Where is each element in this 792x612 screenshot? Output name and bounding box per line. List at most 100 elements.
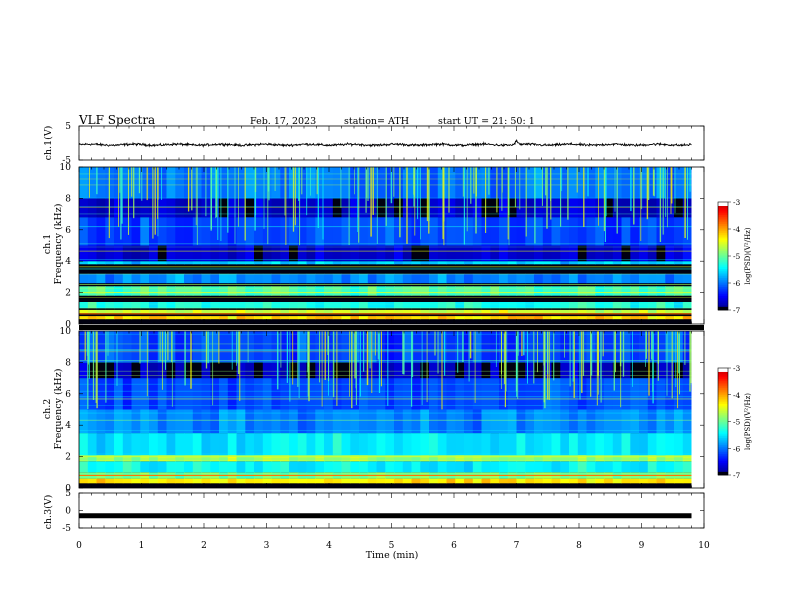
ch2-spectrogram-cell [560, 478, 570, 484]
ch1-colorbar-swatch [718, 304, 728, 307]
ch2-spectrogram-cell [210, 455, 220, 462]
ch1-spectrogram-cell [411, 245, 421, 262]
ch1-spectrogram-cell [385, 217, 395, 246]
ch2-spectrogram-cell [236, 409, 246, 434]
ch1-spectrogram-cell [184, 217, 194, 246]
ch2-spectrogram-cell [525, 461, 535, 473]
ch2-spectrogram-cell [455, 362, 465, 379]
ch2-colorbar-swatch [718, 433, 728, 437]
ch1-spectrogram-cell [595, 245, 605, 262]
ch2-spectrogram-cell [105, 455, 115, 462]
ch2-spectrogram-cell [227, 362, 238, 379]
ch1-spectrogram-cell [674, 316, 684, 320]
ch2-spectrogram-cell [175, 433, 185, 456]
ch2-spectrogram-band [79, 461, 693, 473]
ch1-spectrogram-cell [595, 302, 605, 309]
ch2-spectrogram-cell [350, 378, 360, 410]
x-tick-label: 4 [326, 541, 332, 551]
ch1-spectrogram-band [79, 245, 693, 262]
ch2-spectrogram-cell [166, 331, 176, 363]
ch1-spectrogram-cell [647, 316, 658, 320]
ch2-colorbar-swatch [718, 444, 728, 447]
ch2-spectrogram-cell [385, 455, 395, 462]
ch2-spectrogram-cell [210, 478, 220, 484]
ch2-colorbar-swatch [718, 392, 728, 396]
ch2-spectrogram-cell [507, 378, 518, 410]
ch1-spectrogram-cell [227, 273, 238, 284]
ch1-spectrogram-cell [464, 261, 474, 265]
ch2-spectrogram-cell [210, 409, 220, 434]
ch1-spectrogram-cell [262, 245, 273, 262]
ch1-spectrogram-cell [376, 245, 386, 262]
ch1-spectrogram-cell [210, 261, 220, 265]
ch1-spectrogram-cell [184, 302, 194, 309]
ch2-spectrogram-cell [455, 331, 465, 363]
ch1-spectrogram-cell [464, 273, 474, 284]
ch1-spectrogram-cell [586, 273, 596, 284]
ch1-spectrogram-cell [534, 316, 544, 320]
ch1-spectrogram-cell [122, 286, 133, 296]
ch1-spectrogram-cell [122, 217, 133, 246]
ch1-spectrogram-cell [394, 309, 404, 313]
ch2-colorbar-swatch [718, 378, 728, 381]
ch1-spectrogram-cell [630, 286, 640, 296]
ch1-spectrogram-cell [612, 302, 623, 309]
ch1-spectrogram-cell [472, 261, 483, 265]
ch1-spectrogram-cell [682, 286, 693, 296]
ch1-spectrogram-cell [79, 286, 89, 296]
ch1-colorbar-swatch [718, 248, 728, 251]
ch2-spectrogram-cell [341, 409, 351, 434]
ch2-spectrogram-cell [455, 478, 465, 484]
ch2-spectrogram-cell [577, 433, 588, 456]
ch2-spectrogram-cell [324, 433, 334, 456]
ch2-spectrogram-cell [289, 433, 299, 456]
ch1-spectrogram-cell [315, 302, 325, 309]
ch2-spectrogram-band [79, 331, 693, 363]
ch1-spectrogram-cell [192, 245, 203, 262]
ch1-spectrogram-cell [621, 245, 631, 262]
ch2-colorbar-swatch [718, 426, 728, 430]
ch1-spectrogram-cell [420, 261, 430, 265]
ch2-spectrogram-cell [131, 378, 141, 410]
ch1-spectrogram-cell [332, 245, 343, 262]
ch1-spectrogram-ytick-label: 10 [60, 163, 72, 173]
ch2-colorbar-swatch [718, 430, 728, 433]
ch1-spectrogram-cell [569, 167, 579, 199]
ch2-spectrogram-cell [560, 433, 570, 456]
ch1-spectrogram-cell [175, 273, 185, 284]
ch1-spectrogram-cell [516, 167, 526, 199]
ch2-spectrogram-cell [184, 378, 194, 410]
ch2-spectrogram-cell [551, 455, 561, 462]
ch2-spectrogram-cell [324, 478, 334, 484]
ch1-spectrogram-cell [394, 273, 404, 284]
ylabel-line: ch.2 [42, 399, 53, 420]
ch1-spectrogram-cell [472, 273, 483, 284]
ch1-spectrogram-cell [385, 167, 395, 199]
ch1-spectrogram-cell [630, 217, 640, 246]
ch1-spectrogram-cell [542, 217, 553, 246]
ch1-spectrogram-cell [236, 273, 246, 284]
ch2-spectrogram-cell [499, 478, 509, 484]
ch1-spectrogram-cell [621, 286, 631, 296]
ch1-spectrogram-cell [455, 261, 465, 265]
ch2-spectrogram-cell [455, 461, 465, 473]
ch2-spectrogram-cell [429, 331, 439, 363]
ch1-spectrogram-cell [262, 302, 273, 309]
ch2-spectrogram-cell [262, 433, 273, 456]
ch2-spectrogram-cell [79, 433, 89, 456]
ch1-spectrogram-cell [560, 261, 570, 265]
ch1-spectrogram-band [79, 309, 693, 313]
ch1-colorbar-swatch [718, 284, 728, 287]
ch1-spectrogram-cell [245, 273, 255, 284]
ch3-waveform-ytick-label: 0 [65, 507, 71, 517]
x-tick-label: 9 [639, 541, 645, 551]
ch2-spectrogram-cell [297, 378, 308, 410]
ch1-colorbar-swatch [718, 293, 728, 296]
ch2-spectrogram-cell [402, 378, 413, 410]
ch1-spectrogram-cell [472, 302, 483, 309]
ch2-spectrogram-cell [271, 409, 281, 434]
ch1-spectrogram-cell [350, 273, 360, 284]
ch1-spectrogram-cell [639, 167, 649, 199]
ch1-colorbar-swatch [718, 268, 728, 271]
ch1-spectrogram-cell [157, 302, 168, 309]
